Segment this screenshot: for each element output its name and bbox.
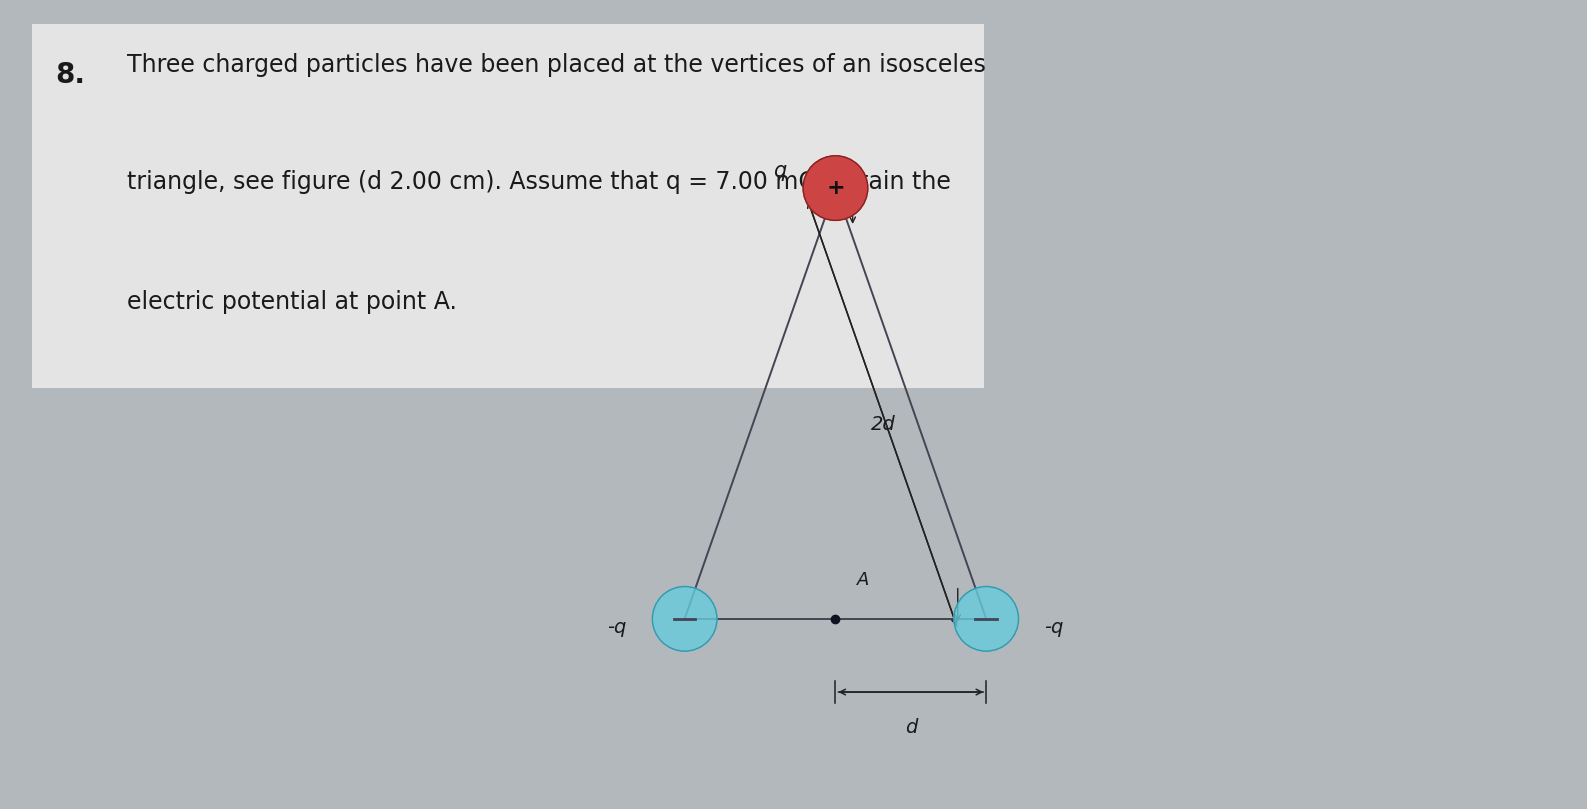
Circle shape bbox=[954, 587, 1019, 651]
Text: A: A bbox=[857, 570, 870, 589]
Text: 2d: 2d bbox=[871, 415, 897, 434]
Circle shape bbox=[803, 156, 868, 220]
Circle shape bbox=[652, 587, 717, 651]
Text: q: q bbox=[773, 161, 786, 181]
Text: Three charged particles have been placed at the vertices of an isosceles: Three charged particles have been placed… bbox=[127, 53, 986, 78]
Text: 8.: 8. bbox=[56, 61, 86, 89]
Text: +: + bbox=[827, 178, 844, 198]
Text: triangle, see figure (d 2.00 cm). Assume that q = 7.00 mC, obtain the: triangle, see figure (d 2.00 cm). Assume… bbox=[127, 170, 951, 194]
Text: -q: -q bbox=[608, 618, 627, 637]
Text: d: d bbox=[905, 718, 917, 737]
Text: electric potential at point A.: electric potential at point A. bbox=[127, 290, 457, 314]
Text: -q: -q bbox=[1044, 618, 1063, 637]
FancyBboxPatch shape bbox=[3, 14, 1013, 400]
